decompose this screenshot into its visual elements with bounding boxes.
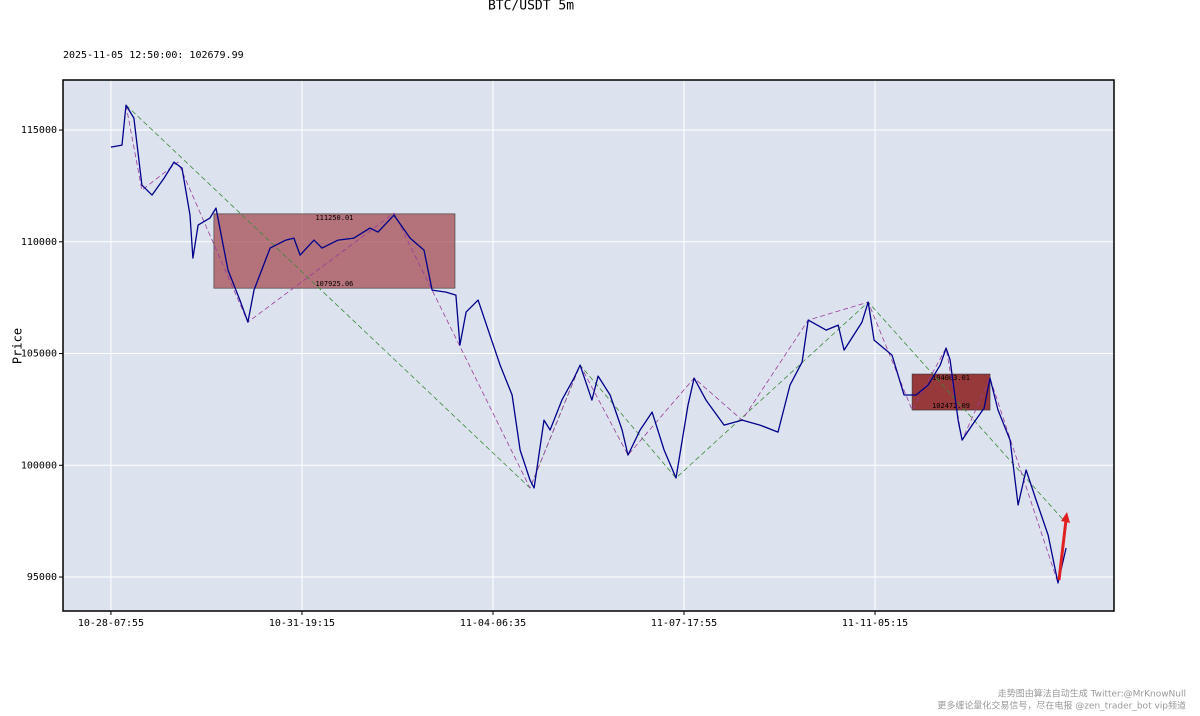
zone [911, 373, 991, 411]
x-tick-label: 11-11-05:15 [842, 618, 908, 629]
y-tick-label: 110000 [21, 237, 57, 248]
y-tick-label: 105000 [21, 349, 57, 360]
x-tick-label: 10-28-07:55 [78, 618, 144, 629]
y-tick-label: 95000 [27, 572, 57, 583]
y-axis-label: Price [11, 328, 25, 364]
chart-subtitle: 2025-11-05 12:50:00: 102679.99 [63, 50, 244, 61]
zone-label: 102472.09 [932, 402, 970, 410]
y-tick-label: 100000 [21, 460, 57, 471]
footer-text: 更多缠论量化交易信号，尽在电报 @zen_trader_bot vip频道 [937, 700, 1186, 712]
price-line [110, 104, 1067, 584]
price-line [125, 104, 1067, 524]
signal-arrow [1057, 519, 1068, 581]
zone-label: 111250.01 [315, 214, 353, 222]
signal-arrow-head [1061, 512, 1070, 523]
zone [213, 213, 456, 289]
x-tick-label: 10-31-19:15 [269, 618, 335, 629]
zone-label: 107925.06 [315, 280, 353, 288]
footer-text: 走势图由算法自动生成 Twitter:@MrKnowNull [998, 688, 1186, 700]
x-tick-label: 11-04-06:35 [460, 618, 526, 629]
x-tick-label: 11-07-17:55 [651, 618, 717, 629]
plot-background [63, 80, 1114, 611]
chart-title: BTC/USDT 5m [488, 0, 574, 14]
plot-frame [62, 79, 1115, 612]
y-tick-label: 115000 [21, 125, 57, 136]
